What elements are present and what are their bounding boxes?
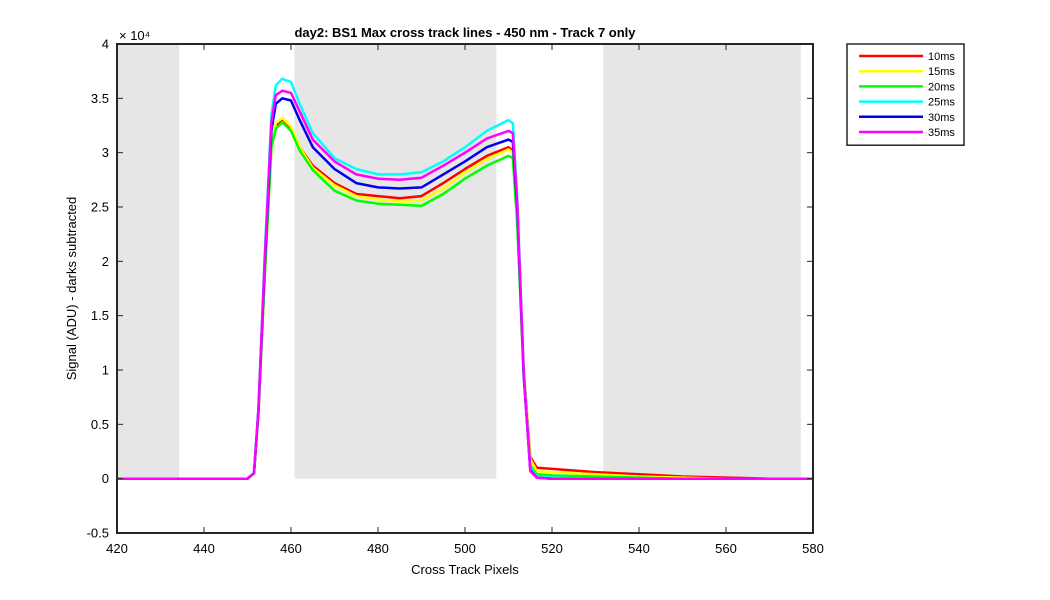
x-tick-label: 540 xyxy=(628,541,650,556)
legend-label-30ms: 30ms xyxy=(928,112,955,124)
series-lines xyxy=(117,77,813,480)
shaded-regions xyxy=(117,44,801,479)
x-tick-label: 420 xyxy=(106,541,128,556)
legend-label-25ms: 25ms xyxy=(928,97,955,109)
shaded-region-2 xyxy=(294,44,497,479)
y-tick-label: 0.5 xyxy=(91,417,109,432)
y-tick-label: 4 xyxy=(102,37,109,52)
x-tick-label: 500 xyxy=(454,541,476,556)
x-axis-label: Cross Track Pixels xyxy=(411,562,519,577)
shaded-region-3 xyxy=(603,44,801,479)
shaded-region-1 xyxy=(117,44,180,479)
x-tick-label: 460 xyxy=(280,541,302,556)
y-tick-label: 1 xyxy=(102,363,109,378)
y-axis-label: Signal (ADU) - darks subtracted xyxy=(64,197,79,381)
y-tick-label: 0 xyxy=(102,471,109,486)
legend-label-10ms: 10ms xyxy=(928,51,955,63)
legend-label-35ms: 35ms xyxy=(928,127,955,139)
legend-label-20ms: 20ms xyxy=(928,81,955,93)
y-tick-label: -0.5 xyxy=(87,526,109,541)
chart-title: day2: BS1 Max cross track lines - 450 nm… xyxy=(294,25,636,40)
y-tick-label: 2.5 xyxy=(91,200,109,215)
series-line-35ms xyxy=(117,89,813,480)
legend: 10ms 15ms 20ms 25ms 30ms 35ms xyxy=(846,43,965,146)
legend-box xyxy=(846,43,965,146)
legend-label-15ms: 15ms xyxy=(928,66,955,78)
y-tick-label: 1.5 xyxy=(91,308,109,323)
y-tick-label: 3.5 xyxy=(91,91,109,106)
y-tick-label: 3 xyxy=(102,145,109,160)
axis-ticks: 420 440 460 480 500 520 540 560 580 -0.5 0 0.5 1 1.5 2… xyxy=(87,37,824,557)
y-exponent-label: × 10⁴ xyxy=(119,28,150,43)
y-tick-label: 2 xyxy=(102,254,109,269)
x-tick-label: 440 xyxy=(193,541,215,556)
x-tick-label: 560 xyxy=(715,541,737,556)
x-tick-label: 580 xyxy=(802,541,824,556)
x-tick-label: 480 xyxy=(367,541,389,556)
x-tick-label: 520 xyxy=(541,541,563,556)
